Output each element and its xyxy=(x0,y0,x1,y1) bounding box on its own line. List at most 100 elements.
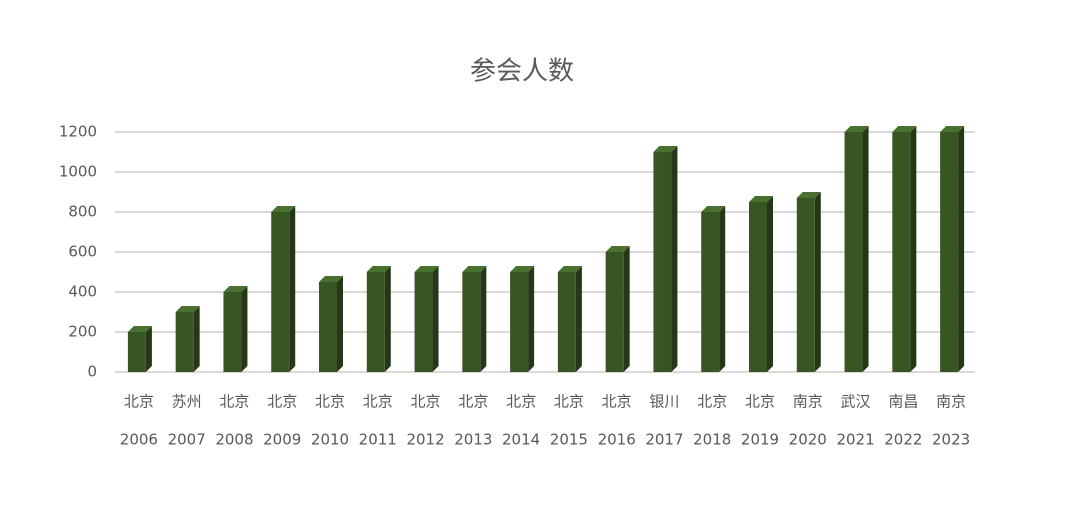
bar xyxy=(462,272,481,372)
x-tick-label: 2006 xyxy=(120,431,158,449)
bar-top xyxy=(127,326,152,332)
x-tick-label: 2020 xyxy=(789,431,827,449)
y-tick-label: 200 xyxy=(68,323,97,341)
bar-side xyxy=(384,266,391,372)
x-tick-label: 北京 xyxy=(411,393,441,411)
bar-top xyxy=(223,286,248,292)
bar-side xyxy=(575,266,582,372)
bar xyxy=(175,312,194,372)
bar xyxy=(940,132,959,372)
bar xyxy=(844,132,863,372)
x-tick-label: 银川 xyxy=(649,393,679,411)
bar xyxy=(749,202,767,372)
x-tick-label: 2016 xyxy=(598,431,636,449)
bar-top xyxy=(653,146,678,152)
x-tick-label: 2023 xyxy=(932,431,970,449)
x-tick-label: 北京 xyxy=(554,393,584,411)
bar xyxy=(605,252,624,372)
x-tick-label: 2022 xyxy=(884,431,922,449)
x-tick-label: 北京 xyxy=(745,393,775,411)
bar-top xyxy=(796,192,821,198)
x-tick-label: 2013 xyxy=(454,431,492,449)
x-tick-label: 南京 xyxy=(936,393,966,411)
x-tick-label: 2011 xyxy=(359,431,397,449)
chart-title: 参会人数 xyxy=(470,57,574,87)
bar-side xyxy=(719,206,726,372)
bar-side xyxy=(432,266,439,372)
x-tick-label: 2021 xyxy=(836,431,874,449)
bar-top xyxy=(605,246,630,252)
bar-top xyxy=(319,276,343,282)
bar xyxy=(271,212,290,372)
y-tick-label: 1200 xyxy=(59,123,97,141)
x-tick-label: 北京 xyxy=(363,393,393,411)
x-tick-label: 北京 xyxy=(219,393,249,411)
x-tick-label: 2014 xyxy=(502,431,540,449)
bar-top xyxy=(271,206,296,212)
bar-side xyxy=(145,326,152,372)
bar-top xyxy=(414,266,439,272)
x-tick-label: 2007 xyxy=(168,431,206,449)
bar-side xyxy=(623,246,630,372)
bar xyxy=(796,198,815,372)
bar xyxy=(127,332,146,372)
y-tick-label: 800 xyxy=(68,203,97,221)
x-tick-label: 北京 xyxy=(506,393,536,411)
bar xyxy=(701,212,720,372)
bar xyxy=(319,282,337,372)
y-tick-label: 1000 xyxy=(59,163,97,181)
bar-top xyxy=(701,206,726,212)
bar-top xyxy=(462,266,487,272)
x-tick-label: 2008 xyxy=(215,431,253,449)
bar xyxy=(557,272,576,372)
bar xyxy=(892,132,911,372)
x-tick-label: 北京 xyxy=(267,393,297,411)
bar-top xyxy=(510,266,535,272)
x-tick-label: 2010 xyxy=(311,431,349,449)
y-tick-label: 400 xyxy=(68,283,97,301)
bar-side xyxy=(910,126,917,372)
y-tick-label: 600 xyxy=(68,243,97,261)
x-tick-label: 2015 xyxy=(550,431,588,449)
bar xyxy=(366,272,385,372)
bar-side xyxy=(193,306,200,372)
x-tick-label: 南京 xyxy=(793,393,823,411)
bar-side xyxy=(671,146,678,372)
x-tick-label: 2017 xyxy=(645,431,683,449)
x-tick-label: 北京 xyxy=(124,393,154,411)
bar-side xyxy=(480,266,487,372)
bar-top xyxy=(749,196,773,202)
bar-side xyxy=(337,276,343,372)
bar-top xyxy=(366,266,391,272)
x-tick-label: 2012 xyxy=(406,431,444,449)
bar xyxy=(414,272,433,372)
bar xyxy=(223,292,242,372)
x-tick-label: 北京 xyxy=(315,393,345,411)
bar-side xyxy=(289,206,296,372)
bar-side xyxy=(814,192,821,372)
bar-side xyxy=(241,286,248,372)
bar-top xyxy=(557,266,582,272)
bar-top xyxy=(175,306,200,312)
bar-side xyxy=(958,126,965,372)
x-tick-label: 武汉 xyxy=(841,393,871,411)
x-tick-label: 2018 xyxy=(693,431,731,449)
x-tick-label: 北京 xyxy=(697,393,727,411)
bar-side xyxy=(862,126,869,372)
x-tick-label: 北京 xyxy=(458,393,488,411)
bar xyxy=(653,152,672,372)
bar-side xyxy=(767,196,773,372)
y-tick-label: 0 xyxy=(87,363,97,381)
bar-side xyxy=(528,266,535,372)
x-tick-label: 2009 xyxy=(263,431,301,449)
bar-top xyxy=(844,126,869,132)
bar-top xyxy=(940,126,965,132)
x-tick-label: 北京 xyxy=(602,393,632,411)
x-tick-label: 苏州 xyxy=(172,393,202,411)
bar-top xyxy=(892,126,917,132)
bar xyxy=(510,272,529,372)
x-tick-label: 2019 xyxy=(741,431,779,449)
x-tick-label: 南昌 xyxy=(888,393,918,411)
